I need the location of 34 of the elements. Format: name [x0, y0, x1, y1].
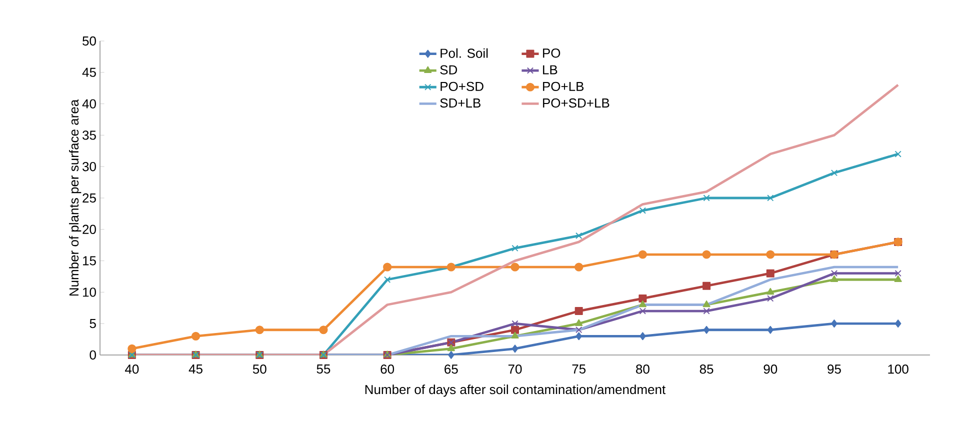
- y-tick-label: 15: [83, 256, 96, 266]
- x-tick-label: 50: [252, 364, 266, 374]
- y-tick-label: 20: [82, 224, 96, 234]
- y-axis-title: Number of plants per surface area: [69, 99, 82, 296]
- y-tick-label: 10: [83, 288, 96, 297]
- y-tick-label: 35: [82, 130, 96, 140]
- y-tick-label: 50: [82, 36, 96, 46]
- legend-label: PO: [543, 48, 560, 58]
- legend-label: SD+LB: [440, 98, 480, 108]
- x-tick-label: 45: [188, 364, 202, 374]
- y-tick-label: 40: [82, 99, 96, 108]
- y-tick-label: 30: [82, 162, 96, 172]
- x-tick-label: 60: [380, 364, 394, 374]
- x-tick-label: 65: [444, 364, 458, 374]
- y-tick-label: 0: [90, 350, 96, 360]
- x-tick-label: 75: [572, 364, 586, 374]
- y-tick-label: 5: [90, 319, 96, 328]
- legend-label: LB: [543, 65, 558, 74]
- x-tick-label: 55: [316, 364, 330, 374]
- x-tick-label: 80: [636, 364, 650, 374]
- x-axis-title: Number of days after soil contamination/amendment: [365, 384, 666, 397]
- x-tick-label: 40: [125, 364, 139, 374]
- legend-label: PO+LB: [543, 82, 584, 92]
- legend-label: Pol. Soil: [440, 48, 488, 58]
- y-tick-label: 45: [82, 68, 96, 77]
- legend-label: SD: [440, 65, 458, 74]
- x-tick-label: 90: [764, 364, 778, 374]
- x-tick-label: 70: [508, 364, 522, 374]
- legend-label: PO+SD: [440, 82, 484, 92]
- legend-label: PO+SD+LB: [543, 98, 610, 108]
- x-tick-label: 95: [828, 364, 841, 374]
- x-tick-label: 85: [700, 364, 714, 374]
- y-tick-label: 25: [82, 193, 96, 203]
- x-tick-label: 100: [888, 364, 908, 374]
